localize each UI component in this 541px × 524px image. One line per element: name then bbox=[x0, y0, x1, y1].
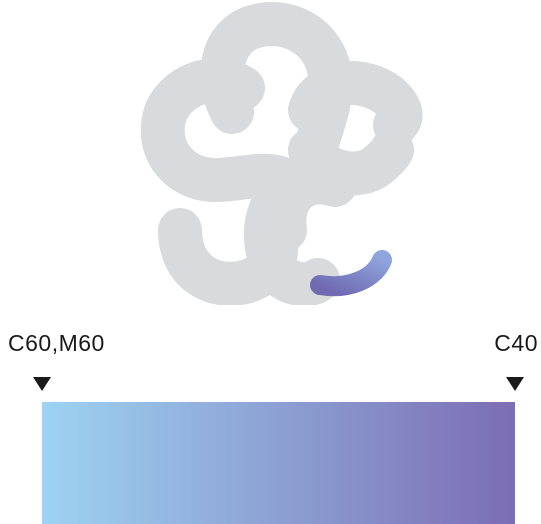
gradient-left-stop-label: C60,M60 bbox=[8, 330, 105, 356]
gradient-right-stop-label: C40 bbox=[494, 330, 538, 356]
triangle-down-icon bbox=[33, 377, 51, 391]
gradient-swatch bbox=[42, 402, 515, 524]
triangle-down-icon bbox=[506, 377, 524, 391]
tangled-cloud-logo-icon bbox=[140, 2, 423, 305]
